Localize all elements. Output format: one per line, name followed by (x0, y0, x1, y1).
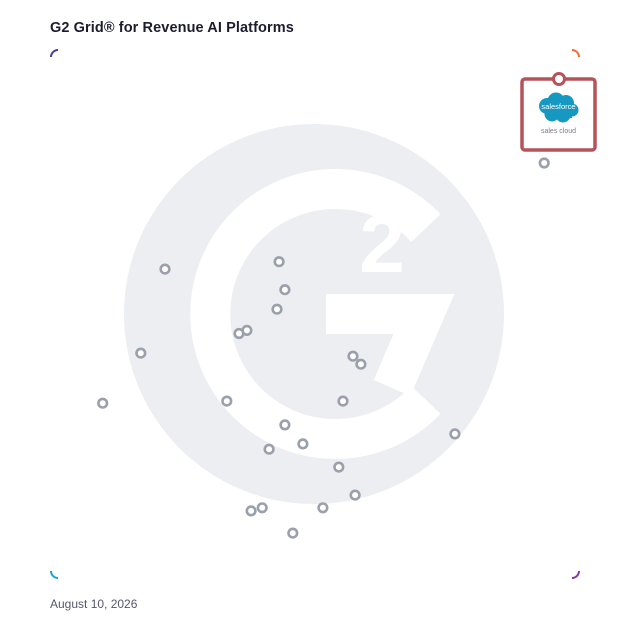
product-marker-21[interactable] (256, 502, 268, 514)
product-marker-20[interactable] (349, 489, 361, 501)
product-marker-6[interactable] (271, 303, 283, 315)
product-marker-10[interactable] (347, 350, 359, 362)
product-marker-15[interactable] (279, 419, 291, 431)
product-marker-24[interactable] (287, 527, 299, 539)
product-marker-23[interactable] (317, 502, 329, 514)
featured-marker[interactable] (552, 72, 566, 86)
product-marker-12[interactable] (97, 397, 109, 409)
product-marker-19[interactable] (333, 461, 345, 473)
product-marker-16[interactable] (449, 428, 461, 440)
product-marker-2[interactable] (538, 157, 550, 169)
svg-text:2: 2 (359, 199, 405, 290)
data-points (97, 157, 550, 539)
product-marker-13[interactable] (221, 395, 233, 407)
product-marker-9[interactable] (135, 347, 147, 359)
salesforce-cloud-logo-icon: salesforce (539, 92, 579, 123)
report-date: August 10, 2026 (50, 597, 138, 611)
product-marker-14[interactable] (337, 395, 349, 407)
product-marker-17[interactable] (297, 438, 309, 450)
product-marker-11[interactable] (355, 358, 367, 370)
product-marker-5[interactable] (279, 284, 291, 296)
product-marker-4[interactable] (273, 256, 285, 268)
product-marker-8[interactable] (233, 327, 245, 340)
product-marker-18[interactable] (263, 443, 275, 455)
product-marker-22[interactable] (245, 505, 257, 517)
chart-title: G2 Grid® for Revenue AI Platforms (50, 20, 294, 36)
featured-product-card[interactable]: salesforce sales cloud (520, 72, 597, 152)
featured-product-label: sales cloud (541, 128, 576, 135)
product-marker-3[interactable] (159, 263, 171, 275)
featured-brand-label: salesforce (541, 102, 575, 111)
